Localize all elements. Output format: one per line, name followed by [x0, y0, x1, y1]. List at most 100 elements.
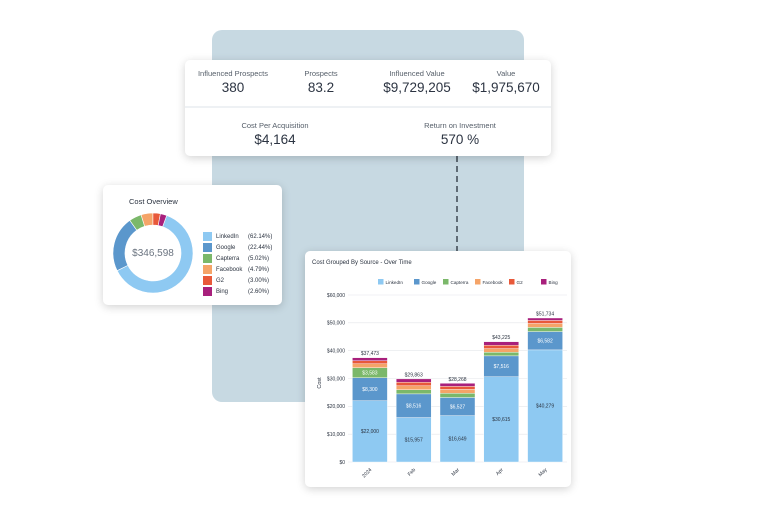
bar-segment-label: $7,516 — [494, 364, 510, 370]
kpi-value: Value $1,975,670 — [463, 69, 549, 95]
legend-label-capterra: Capterra — [451, 280, 469, 285]
kpi-influenced-prospects: Influenced Prospects 380 — [193, 69, 273, 95]
legend-swatch-bing — [541, 279, 547, 285]
legend-name: G2 — [216, 277, 225, 284]
kpi-label: Value — [496, 69, 516, 78]
legend-percent: (4.79%) — [248, 266, 270, 273]
legend-item-facebook: Facebook (4.79%) — [203, 264, 272, 275]
legend-label-bing: Bing — [549, 280, 559, 285]
kpi-value: 570 % — [440, 132, 480, 147]
bar-segment-bing — [439, 383, 476, 387]
legend-percent: (62.14%) — [248, 233, 273, 240]
legend-swatch — [203, 265, 212, 274]
bar-segment-linkedin — [395, 417, 432, 463]
legend-swatch — [203, 254, 212, 263]
bar-segment-g2 — [439, 386, 476, 390]
bar-total-label: $51,734 — [536, 312, 554, 318]
legend-item-capterra: Capterra (5.02%) — [203, 253, 272, 264]
cost-overview-title: Cost Overview — [129, 197, 178, 206]
bar-segment-label: $3,583 — [362, 370, 378, 376]
donut-total: $346,598 — [132, 248, 174, 259]
bar-segment-linkedin — [527, 349, 563, 463]
kpi-value: 380 — [221, 80, 245, 95]
legend-swatch-google — [414, 279, 420, 285]
y-tick-label: $20,000 — [327, 404, 345, 410]
y-tick-label: $60,000 — [327, 293, 345, 299]
kpi-row-bottom: Cost Per Acquisition $4,164 Return on In… — [185, 108, 551, 156]
legend-item-google: Google (22.44%) — [203, 242, 272, 253]
bar-segment-capterra — [439, 393, 476, 398]
bar-segment-label: $8,300 — [362, 387, 378, 393]
bar-segment-bing — [483, 341, 520, 346]
bar-segment-label: $40,279 — [536, 404, 554, 410]
bar-segment-label: $15,957 — [405, 438, 423, 444]
legend-swatch-capterra — [443, 279, 449, 285]
bar-segment-bing — [352, 357, 388, 361]
bar-segment-label: $6,582 — [537, 339, 553, 345]
bar-segment-linkedin — [483, 376, 520, 463]
kpi-label: Influenced Prospects — [197, 69, 269, 78]
kpi-cost-per-acquisition: Cost Per Acquisition $4,164 — [225, 121, 325, 147]
bar-segment-capterra — [395, 389, 432, 395]
bar-segment-bing — [395, 378, 432, 383]
bar-segment-facebook — [439, 389, 476, 394]
bar-segment-facebook — [395, 385, 432, 390]
cost-donut-chart: $346,598 — [112, 212, 194, 294]
legend-percent: (22.44%) — [248, 244, 273, 251]
legend-item-bing: Bing (2.60%) — [203, 286, 272, 297]
bar-segment-g2 — [483, 345, 520, 349]
cost-overview-card: Cost Overview $346,598 LinkedIn (62.14%) G… — [103, 185, 282, 305]
bar-segment-facebook — [527, 323, 563, 328]
kpi-prospects: Prospects 83.2 — [281, 69, 361, 95]
kpi-label: Prospects — [304, 69, 338, 78]
kpi-label: Cost Per Acquisition — [241, 121, 309, 130]
x-tick-label: Mar — [451, 467, 462, 478]
legend-label-facebook: Facebook — [483, 280, 504, 285]
legend-name: Bing — [216, 288, 229, 295]
legend-swatch — [203, 287, 212, 296]
cost-by-source-card: Cost Grouped By Source - Over Time Linke… — [305, 251, 571, 487]
kpi-row-top: Influenced Prospects 380 Prospects 83.2 … — [185, 60, 551, 106]
legend-percent: (3.00%) — [248, 277, 270, 284]
y-tick-label: $50,000 — [327, 321, 345, 327]
x-tick-label: May — [538, 467, 549, 478]
legend-percent: (2.60%) — [248, 288, 270, 295]
bar-segment-g2 — [352, 360, 388, 364]
legend-swatch-facebook — [475, 279, 481, 285]
bar-segment-capterra — [527, 327, 563, 332]
bar-total-label: $29,863 — [405, 372, 423, 378]
legend-name: Google — [216, 244, 236, 251]
bar-segment-facebook — [352, 363, 388, 368]
dashed-connector — [456, 156, 458, 252]
y-tick-label: $10,000 — [327, 432, 345, 438]
legend-swatch — [203, 243, 212, 252]
legend-label-linkedin: LinkedIn — [386, 280, 404, 285]
legend-swatch-g2 — [509, 279, 515, 285]
bar-total-label: $28,268 — [448, 377, 466, 383]
bar-segment-label: $30,615 — [492, 417, 510, 423]
kpi-return-on-investment: Return on Investment 570 % — [407, 121, 513, 147]
legend-item-g2: G2 (3.00%) — [203, 275, 272, 286]
bar-segment-linkedin — [352, 400, 388, 463]
x-tick-label: Apr — [495, 467, 505, 477]
legend-name: Facebook — [216, 266, 243, 273]
kpi-influenced-value: Influenced Value $9,729,205 — [373, 69, 461, 95]
kpi-value: 83.2 — [307, 80, 335, 95]
x-tick-label: Feb — [407, 467, 417, 477]
bar-segment-label: $6,527 — [450, 404, 466, 410]
legend-swatch — [203, 276, 212, 285]
donut-slice-bing — [157, 213, 168, 228]
bar-segment-linkedin — [439, 415, 476, 463]
bar-total-label: $37,473 — [361, 351, 379, 357]
legend-label-g2: G2 — [517, 280, 524, 285]
y-tick-label: $0 — [339, 460, 345, 466]
cost-by-source-chart: Cost Grouped By Source - Over Time Linke… — [312, 260, 567, 479]
legend-name: Capterra — [216, 255, 240, 262]
y-tick-label: $40,000 — [327, 348, 345, 354]
legend-label-google: Google — [422, 280, 437, 285]
legend-item-linkedin: LinkedIn (62.14%) — [203, 231, 272, 242]
kpi-value: $1,975,670 — [472, 80, 540, 95]
bar-segment-label: $16,649 — [448, 437, 466, 443]
cost-legend: LinkedIn (62.14%) Google (22.44%) Capterra (5… — [203, 231, 272, 297]
bar-segment-capterra — [483, 352, 520, 357]
